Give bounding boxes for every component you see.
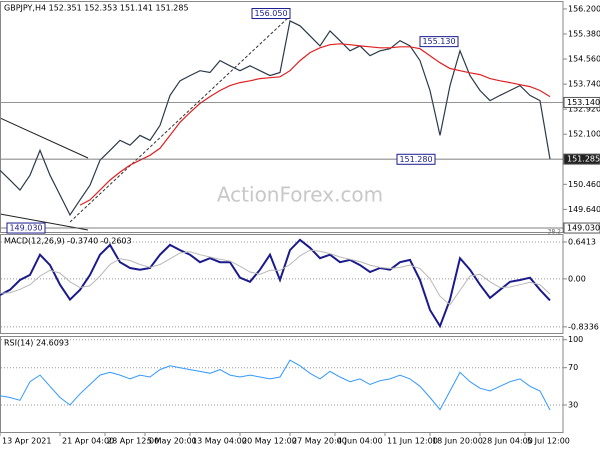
level-label-box (563, 153, 600, 165)
panel-frame (0, 336, 564, 433)
y-tick-label: 70 (568, 363, 578, 372)
panel-frame (0, 1, 564, 233)
y-tick-label: 30 (568, 400, 578, 409)
annotation-label: 155.130 (422, 37, 455, 46)
y-tick-label: 153.740 (568, 80, 600, 89)
panel-title: GBPJPY,H4 152.351 152.353 151.141 151.28… (4, 4, 189, 13)
level-label-box (563, 96, 600, 108)
series-line (0, 249, 551, 306)
x-tick-label: 13 May 04:00 (192, 437, 247, 446)
series-line (79, 43, 551, 206)
y-tick-label: -0.8336 (568, 322, 599, 331)
y-tick-label: 156.200 (568, 4, 600, 13)
level-label: 151.285 (567, 155, 600, 164)
x-tick-label: 5 Jul 12:00 (527, 437, 570, 446)
x-tick-label: 28 Apr 12:00 (107, 437, 159, 446)
annotation-label: 149.030 (9, 224, 42, 233)
y-tick-label: 154.560 (568, 55, 600, 64)
annotation-label: 151.280 (399, 155, 432, 164)
panel-title: RSI(14) 24.6093 (4, 339, 69, 348)
panel-title: MACD(12,26,9) -0.3740 -0.2603 (4, 237, 132, 246)
y-tick-label: 100 (568, 335, 583, 344)
annotation-box (6, 222, 46, 234)
level-label: 149.030 (567, 224, 600, 233)
x-tick-label: 11 Jun 12:00 (387, 437, 438, 446)
y-tick-label: 152.920 (568, 105, 600, 114)
trend-line (0, 213, 89, 231)
watermark: ActionForex.com (217, 183, 383, 207)
y-tick-label: 152.100 (568, 130, 600, 139)
y-tick-label: 0.00 (568, 274, 586, 283)
panel-frame (0, 234, 564, 334)
trend-line (0, 117, 89, 159)
x-tick-label: 4 Jun 04:00 (337, 437, 383, 446)
y-tick-label: 150.460 (568, 180, 600, 189)
y-tick-label: 155.380 (568, 30, 600, 39)
annotation-label: 156.050 (254, 9, 287, 18)
x-tick-label: 20 May 12:00 (242, 437, 297, 446)
trend-line (69, 15, 291, 223)
x-tick-label: 21 Apr 04:00 (62, 437, 114, 446)
level-label: 153.140 (567, 98, 600, 107)
x-tick-label: 5 May 20:00 (147, 437, 197, 446)
x-tick-label: 18 Jun 20:00 (432, 437, 483, 446)
series-line (0, 238, 551, 329)
annotation-box (396, 153, 436, 165)
y-tick-label: 0.6413 (568, 237, 596, 246)
x-tick-label: 13 Apr 2021 (2, 437, 51, 446)
level-label-box (563, 222, 600, 234)
x-tick-label: 28 Jun 04:00 (482, 437, 533, 446)
series-line (0, 20, 551, 217)
annotation-box (419, 36, 459, 48)
fib-label: 38.2 (548, 229, 562, 236)
series-line (0, 359, 551, 411)
y-tick-label: 149.640 (568, 205, 600, 214)
x-tick-label: 27 May 20:00 (292, 437, 347, 446)
annotation-box (251, 8, 291, 20)
